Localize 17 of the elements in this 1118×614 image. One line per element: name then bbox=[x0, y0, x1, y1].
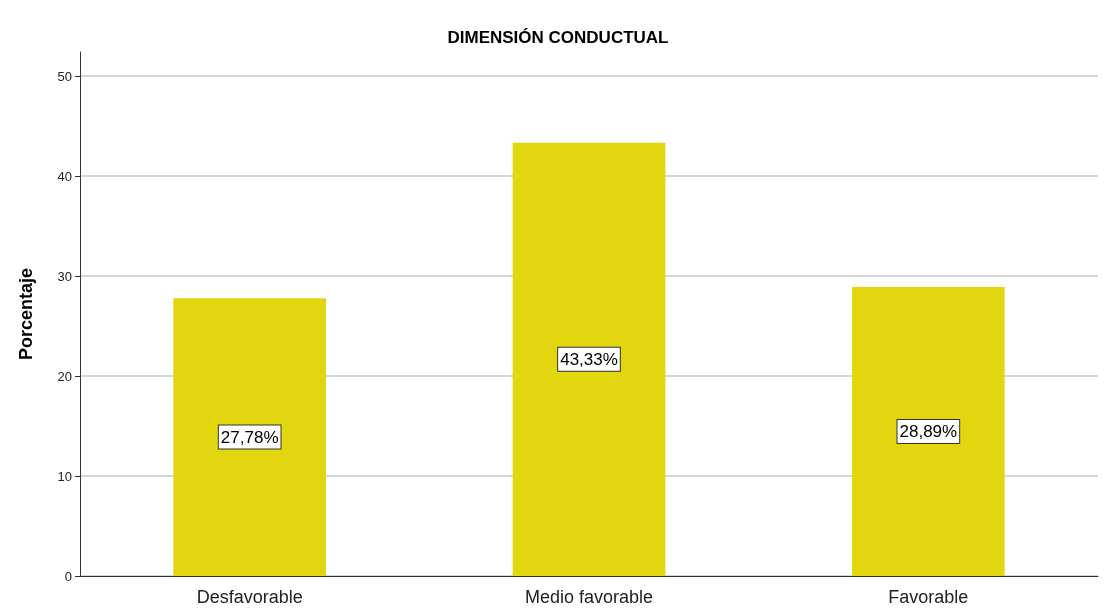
y-tick-label: 30 bbox=[57, 268, 72, 284]
x-tick-label: Favorable bbox=[888, 587, 969, 607]
y-tick-label: 50 bbox=[57, 68, 72, 84]
y-axis-title: Porcentaje bbox=[16, 267, 36, 361]
data-label: 27,78% bbox=[220, 427, 279, 447]
y-tick-label: 0 bbox=[64, 568, 72, 584]
x-tick-label: Medio favorable bbox=[524, 587, 654, 607]
y-tick-label: 20 bbox=[57, 368, 72, 384]
bar bbox=[512, 142, 666, 576]
y-tick-label: 10 bbox=[57, 468, 72, 484]
data-label: 43,33% bbox=[560, 349, 618, 369]
bar bbox=[173, 298, 327, 576]
chart-title: DIMENSIÓN CONDUCTUAL bbox=[447, 28, 669, 47]
bar bbox=[851, 287, 1005, 576]
data-label: 28,89% bbox=[899, 422, 958, 442]
x-tick-label: Desfavorable bbox=[196, 587, 303, 607]
y-tick-label: 40 bbox=[57, 168, 72, 184]
